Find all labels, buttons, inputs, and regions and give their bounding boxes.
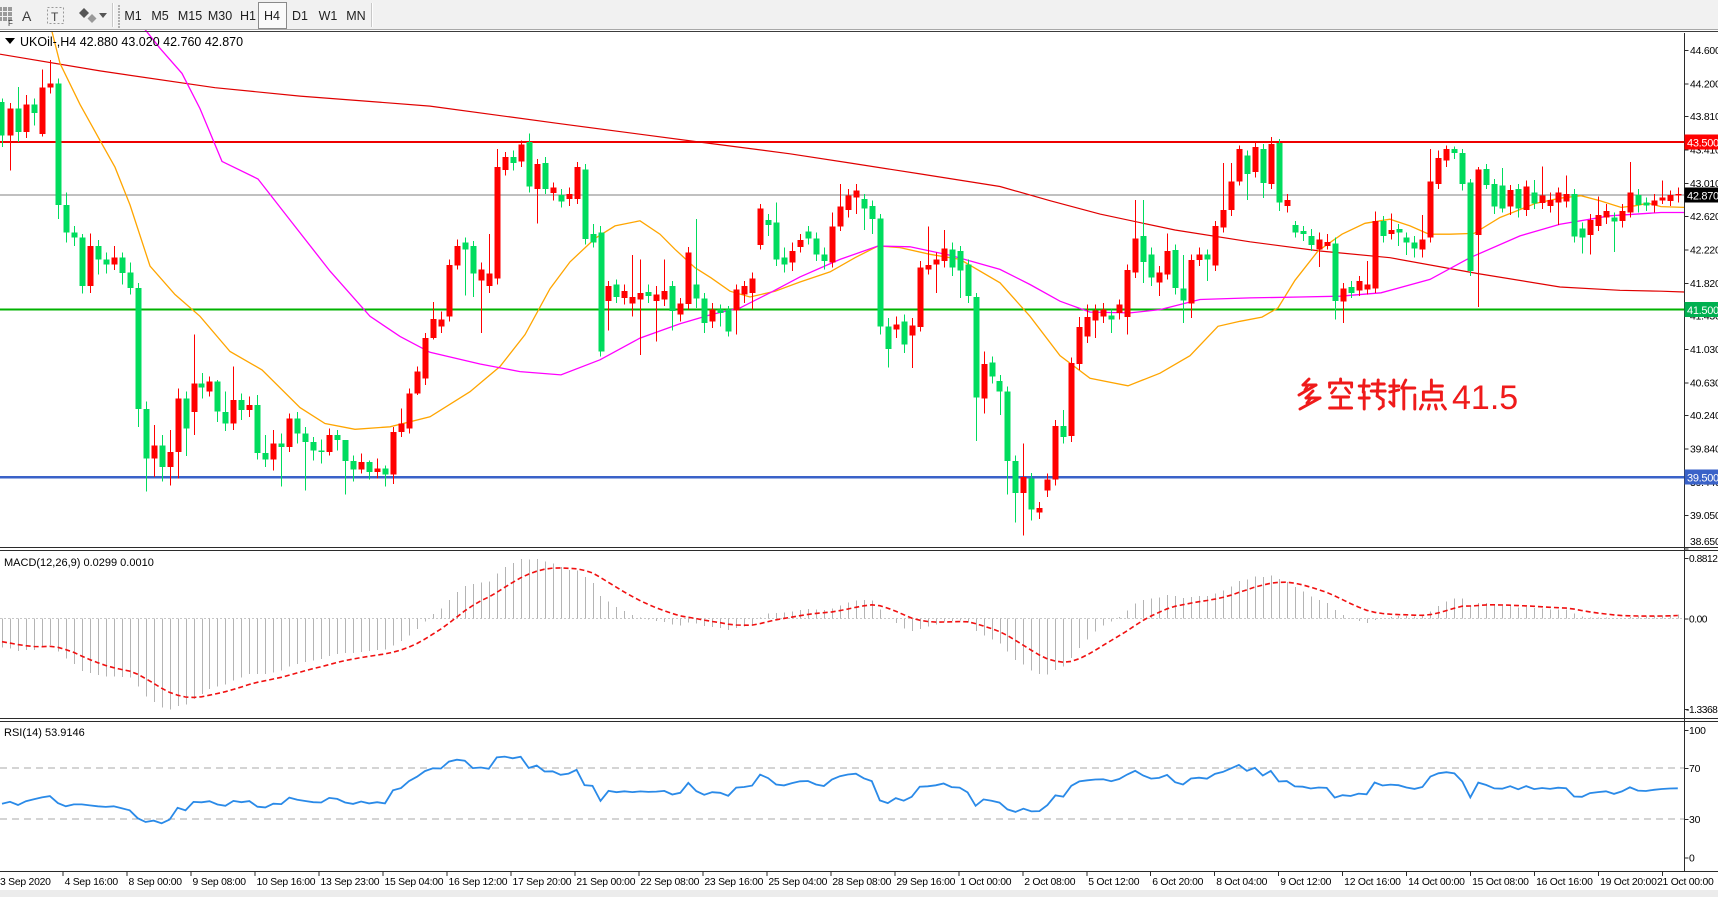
svg-text:16 Sep 12:00: 16 Sep 12:00: [448, 877, 507, 888]
svg-text:17 Sep 20:00: 17 Sep 20:00: [512, 877, 571, 888]
svg-text:3 Sep 2020: 3 Sep 2020: [0, 877, 51, 888]
svg-text:W1: W1: [319, 9, 338, 23]
svg-text:10 Sep 16:00: 10 Sep 16:00: [257, 877, 316, 888]
svg-text:30: 30: [1689, 815, 1701, 826]
svg-text:44.600: 44.600: [1690, 46, 1718, 57]
svg-text:43.810: 43.810: [1690, 112, 1718, 123]
svg-text:23 Sep 16:00: 23 Sep 16:00: [704, 877, 763, 888]
svg-text:21 Sep 00:00: 21 Sep 00:00: [576, 877, 635, 888]
svg-text:MN: MN: [346, 9, 365, 23]
svg-text:13 Sep 23:00: 13 Sep 23:00: [321, 877, 380, 888]
svg-text:28 Sep 08:00: 28 Sep 08:00: [832, 877, 891, 888]
svg-text:9 Oct 12:00: 9 Oct 12:00: [1280, 877, 1331, 888]
svg-text:M30: M30: [208, 9, 232, 23]
svg-text:19 Oct 20:00: 19 Oct 20:00: [1600, 877, 1657, 888]
svg-text:14 Oct 00:00: 14 Oct 00:00: [1408, 877, 1465, 888]
svg-text:MACD(12,26,9) 0.0299 0.0010: MACD(12,26,9) 0.0299 0.0010: [4, 557, 154, 569]
svg-text:0: 0: [1689, 853, 1695, 864]
svg-text:M1: M1: [124, 9, 141, 23]
svg-text:39.050: 39.050: [1690, 511, 1718, 522]
svg-text:40.630: 40.630: [1690, 378, 1718, 389]
svg-text:22 Sep 08:00: 22 Sep 08:00: [640, 877, 699, 888]
svg-text:39.500: 39.500: [1687, 473, 1718, 485]
svg-text:41.500: 41.500: [1687, 305, 1718, 317]
svg-text:0.8812: 0.8812: [1689, 554, 1718, 565]
svg-text:42.620: 42.620: [1690, 212, 1718, 223]
svg-text:15 Oct 08:00: 15 Oct 08:00: [1472, 877, 1529, 888]
svg-text:16 Oct 16:00: 16 Oct 16:00: [1536, 877, 1593, 888]
svg-text:M5: M5: [151, 9, 168, 23]
svg-text:6 Oct 20:00: 6 Oct 20:00: [1152, 877, 1203, 888]
svg-text:8 Sep 00:00: 8 Sep 00:00: [129, 877, 183, 888]
svg-text:70: 70: [1689, 764, 1701, 775]
svg-text:5 Oct 12:00: 5 Oct 12:00: [1088, 877, 1139, 888]
svg-text:100: 100: [1689, 726, 1706, 737]
svg-text:D1: D1: [292, 9, 308, 23]
svg-text:41.5: 41.5: [1452, 379, 1518, 417]
svg-text:UKOil-,H4 42.880 43.020 42.76: UKOil-,H4 42.880 43.020 42.760 42.870: [20, 35, 243, 49]
svg-text:A: A: [22, 8, 32, 24]
svg-text:M15: M15: [178, 9, 202, 23]
svg-text:H4: H4: [264, 9, 280, 23]
svg-text:29 Sep 16:00: 29 Sep 16:00: [896, 877, 955, 888]
svg-text:T: T: [51, 10, 59, 24]
svg-text:2 Oct 08:00: 2 Oct 08:00: [1024, 877, 1075, 888]
svg-text:41.030: 41.030: [1690, 345, 1718, 356]
svg-text:8 Oct 04:00: 8 Oct 04:00: [1216, 877, 1267, 888]
svg-text:40.240: 40.240: [1690, 411, 1718, 422]
svg-text:42.870: 42.870: [1687, 190, 1718, 202]
svg-text:38.650: 38.650: [1690, 537, 1718, 548]
svg-text:39.840: 39.840: [1690, 445, 1718, 456]
svg-text:43.500: 43.500: [1687, 138, 1718, 150]
svg-text:44.200: 44.200: [1690, 79, 1718, 90]
svg-text:RSI(14) 53.9146: RSI(14) 53.9146: [4, 727, 85, 739]
svg-text:12 Oct 16:00: 12 Oct 16:00: [1344, 877, 1401, 888]
svg-text:42.220: 42.220: [1690, 245, 1718, 256]
svg-text:F: F: [8, 19, 13, 28]
svg-text:4 Sep 16:00: 4 Sep 16:00: [65, 877, 119, 888]
svg-text:25 Sep 04:00: 25 Sep 04:00: [768, 877, 827, 888]
svg-text:0.00: 0.00: [1689, 615, 1708, 626]
svg-text:21 Oct 00:00: 21 Oct 00:00: [1657, 877, 1714, 888]
svg-text:41.820: 41.820: [1690, 279, 1718, 290]
svg-text:1 Oct 00:00: 1 Oct 00:00: [960, 877, 1011, 888]
svg-text:-1.3368: -1.3368: [1686, 705, 1718, 716]
svg-text:H1: H1: [240, 9, 256, 23]
svg-text:15 Sep 04:00: 15 Sep 04:00: [384, 877, 443, 888]
svg-text:9 Sep 08:00: 9 Sep 08:00: [193, 877, 247, 888]
